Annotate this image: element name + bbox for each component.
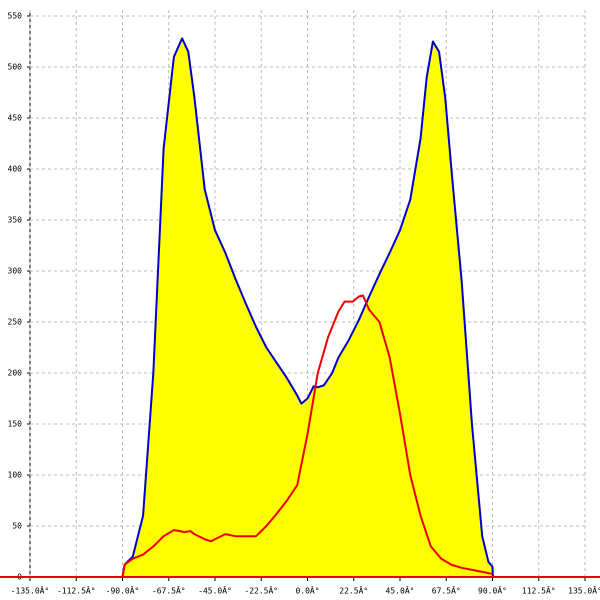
y-tick-label: 400	[8, 165, 23, 174]
y-tick-label: 200	[8, 369, 23, 378]
x-tick-label: -112.5Â°	[57, 585, 96, 596]
y-tick-label: 250	[8, 318, 23, 327]
x-tick-label: 45.0Â°	[386, 585, 415, 596]
x-tick-label: 90.0Â°	[478, 585, 507, 596]
y-tick-label: 300	[8, 267, 23, 276]
area-series	[121, 37, 494, 578]
y-tick-label: 150	[8, 420, 23, 429]
x-tick-label: -22.5Â°	[244, 585, 278, 596]
x-tick-label: -45.0Â°	[198, 585, 232, 596]
x-tick-label: -90.0Â°	[106, 585, 140, 596]
y-tick-label: 100	[8, 471, 23, 480]
x-tick-label: 112.5Â°	[522, 585, 556, 596]
x-tick-label: -135.0Â°	[11, 585, 50, 596]
x-tick-label: 22.5Â°	[339, 585, 368, 596]
x-tick-label: -67.5Â°	[152, 585, 186, 596]
y-tick-label: 550	[8, 12, 23, 21]
x-tick-label: 67.5Â°	[432, 585, 461, 596]
x-tick-label: 135.0Â°	[568, 585, 600, 596]
x-tick-label: 0.0Â°	[295, 585, 319, 596]
y-tick-label: 50	[12, 522, 22, 531]
y-tick-label: 500	[8, 63, 23, 72]
line-series	[121, 294, 493, 578]
y-tick-label: 450	[8, 114, 23, 123]
y-tick-label: 350	[8, 216, 23, 225]
